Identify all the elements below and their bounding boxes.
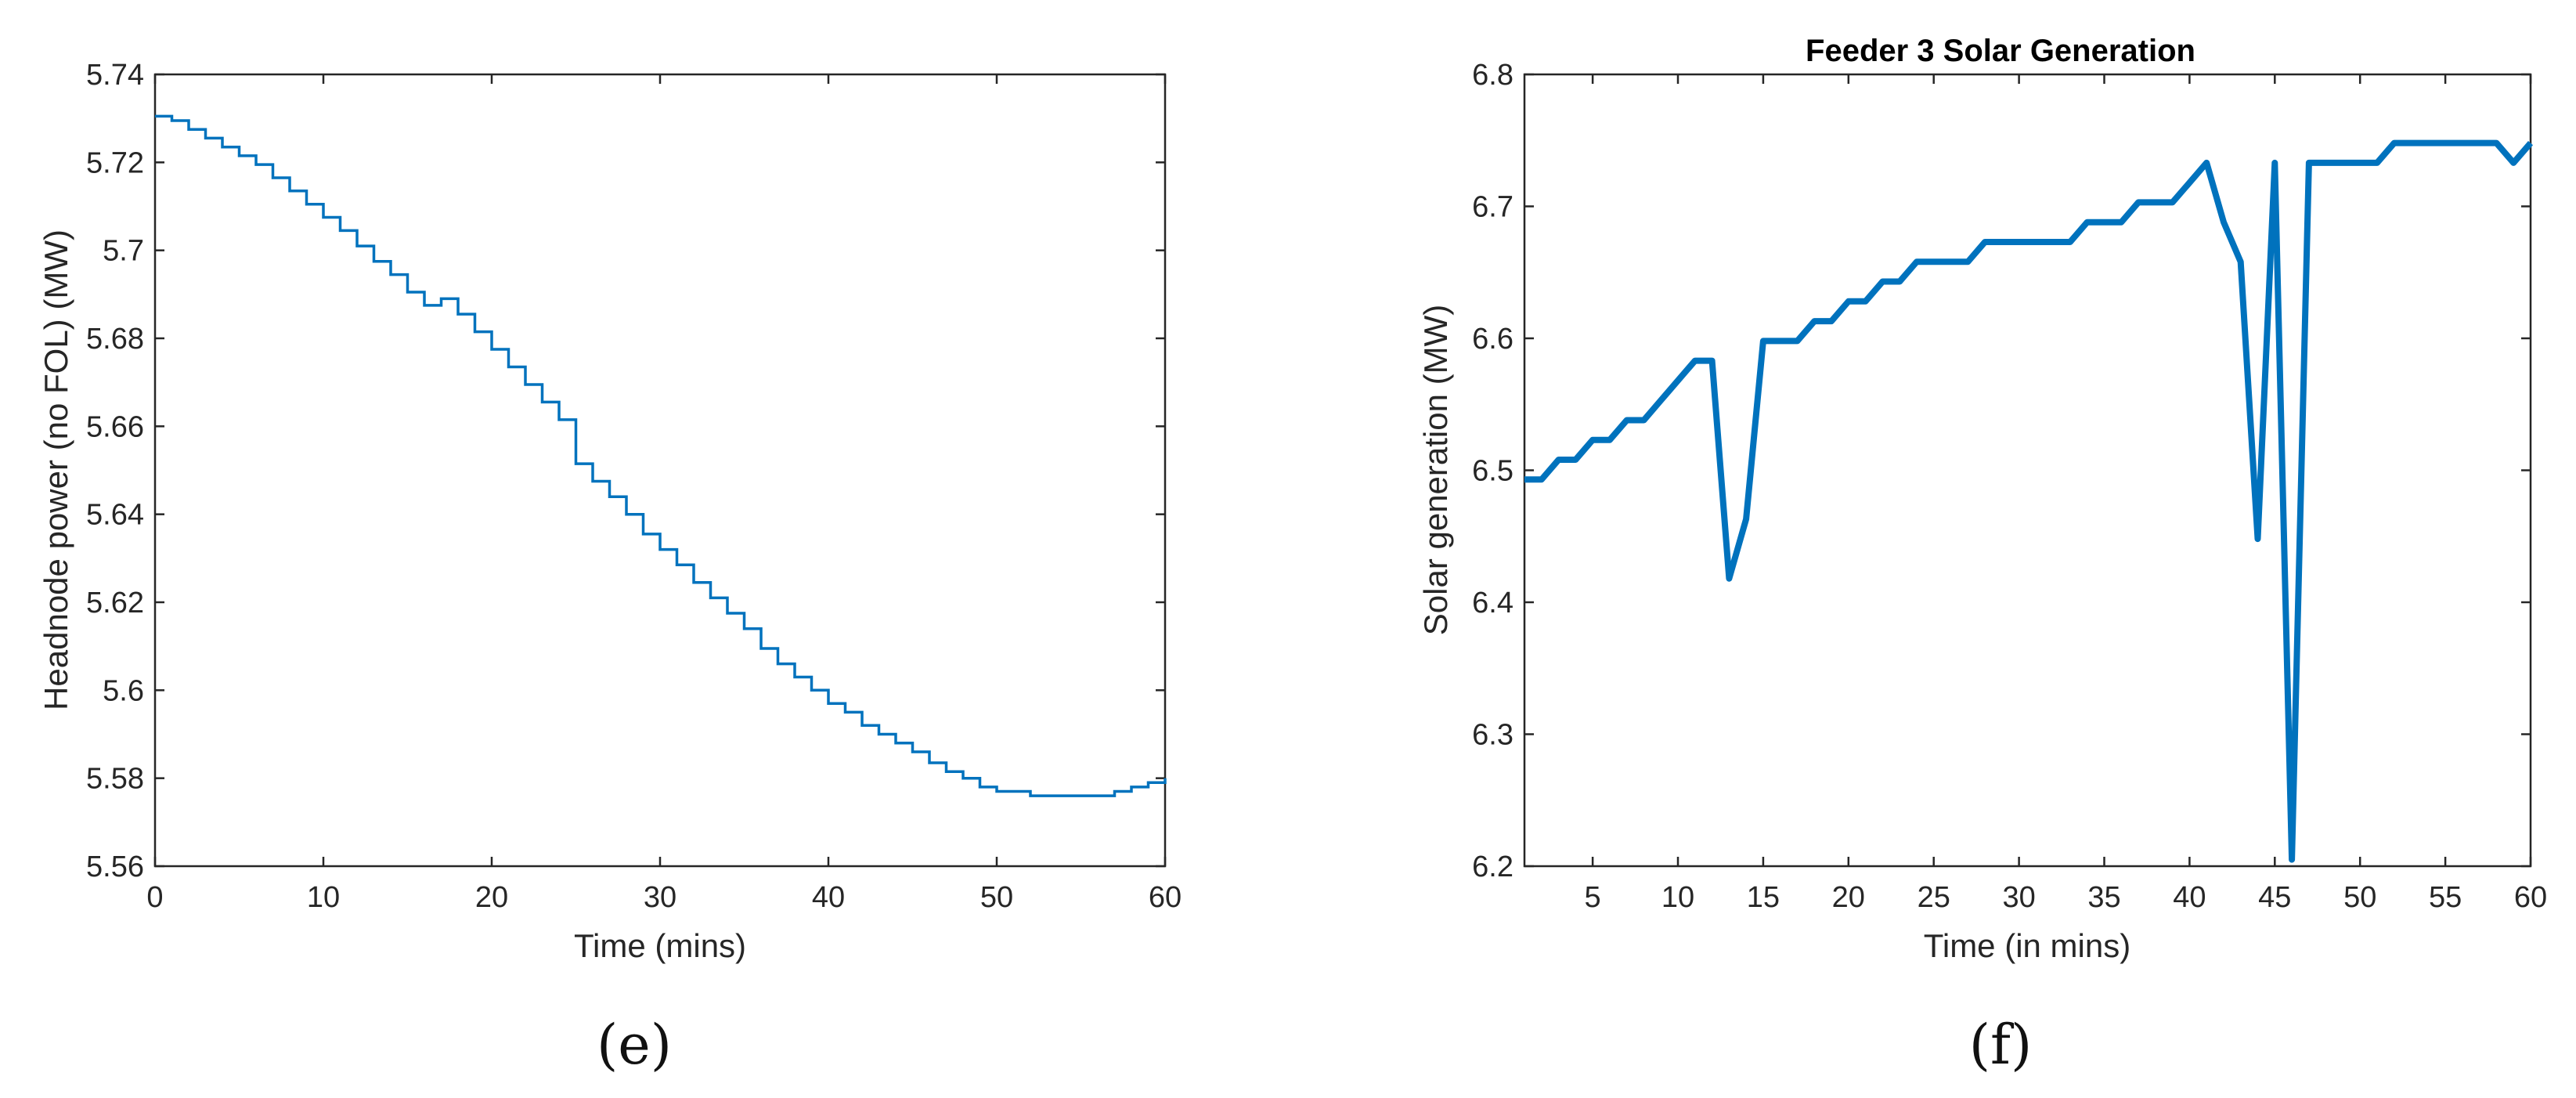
series-line-solar-generation [1524, 139, 2534, 863]
y-tick-label: 5.72 [86, 146, 144, 179]
chart-title-f: Feeder 3 Solar Generation [1806, 34, 2195, 68]
y-tick-label: 5.7 [103, 235, 144, 268]
x-tick-label: 50 [2343, 881, 2376, 914]
y-axis-ticks-f: 6.2 6.3 6.4 6.5 6.6 6.7 6.8 [1472, 59, 2531, 883]
x-axis-label-f: Time (in mins) [1924, 927, 2130, 964]
y-tick-label: 5.74 [86, 59, 144, 92]
y-tick-label: 6.3 [1472, 719, 1513, 752]
y-tick-label: 5.66 [86, 410, 144, 443]
x-tick-label: 15 [1747, 881, 1780, 914]
x-tick-label: 30 [644, 881, 676, 914]
x-tick-label: 45 [2258, 881, 2291, 914]
x-tick-label: 35 [2087, 881, 2120, 914]
x-tick-label: 40 [812, 881, 845, 914]
x-tick-label: 25 [1918, 881, 1950, 914]
x-tick-label: 5 [1585, 881, 1601, 914]
x-tick-label: 60 [2514, 881, 2547, 914]
x-tick-label: 20 [475, 881, 508, 914]
x-tick-label: 10 [307, 881, 340, 914]
y-tick-label: 5.64 [86, 499, 144, 532]
x-tick-label: 55 [2429, 881, 2462, 914]
y-tick-label: 6.4 [1472, 587, 1513, 619]
x-tick-label: 50 [980, 881, 1013, 914]
x-tick-label: 0 [146, 881, 163, 914]
x-tick-label: 20 [1832, 881, 1865, 914]
panel-label-f: (f) [1969, 1013, 2033, 1077]
y-tick-label: 5.58 [86, 763, 144, 796]
x-axis-ticks-e: 0 10 20 30 40 50 60 [146, 74, 1182, 914]
chart-e-headnode-power: 5.56 5.58 5.6 5.62 5.64 5.66 5.68 5.7 5.72 5.74 0… [38, 59, 1182, 1077]
y-tick-label: 6.5 [1472, 455, 1513, 488]
y-tick-label: 6.6 [1472, 323, 1513, 356]
y-tick-label: 5.68 [86, 323, 144, 356]
y-tick-label: 6.8 [1472, 59, 1513, 92]
y-tick-label: 6.2 [1472, 851, 1513, 883]
y-axis-label-e: Headnode power (no FOL) (MW) [38, 229, 74, 710]
x-axis-label-e: Time (mins) [574, 927, 746, 964]
y-tick-label: 5.56 [86, 851, 144, 883]
y-tick-label: 6.7 [1472, 191, 1513, 224]
y-tick-label: 5.62 [86, 587, 144, 619]
series-line-headnode-power [155, 114, 1167, 797]
y-axis-ticks-e: 5.56 5.58 5.6 5.62 5.64 5.66 5.68 5.7 5.72 5.74 [86, 59, 1165, 883]
plot-area-f [1523, 73, 2532, 868]
x-axis-ticks-f: 5 10 15 20 25 30 35 40 45 50 55 60 [1585, 74, 2547, 914]
y-tick-label: 5.6 [103, 674, 144, 707]
x-tick-label: 40 [2173, 881, 2206, 914]
panel-label-e: (e) [597, 1013, 672, 1077]
x-tick-label: 60 [1149, 881, 1182, 914]
x-tick-label: 10 [1661, 881, 1694, 914]
y-axis-label-f: Solar generation (MW) [1417, 305, 1454, 635]
x-tick-label: 30 [2002, 881, 2035, 914]
chart-f-solar-generation: Feeder 3 Solar Generation 6.26.36.46.56.… [1417, 34, 2547, 1077]
